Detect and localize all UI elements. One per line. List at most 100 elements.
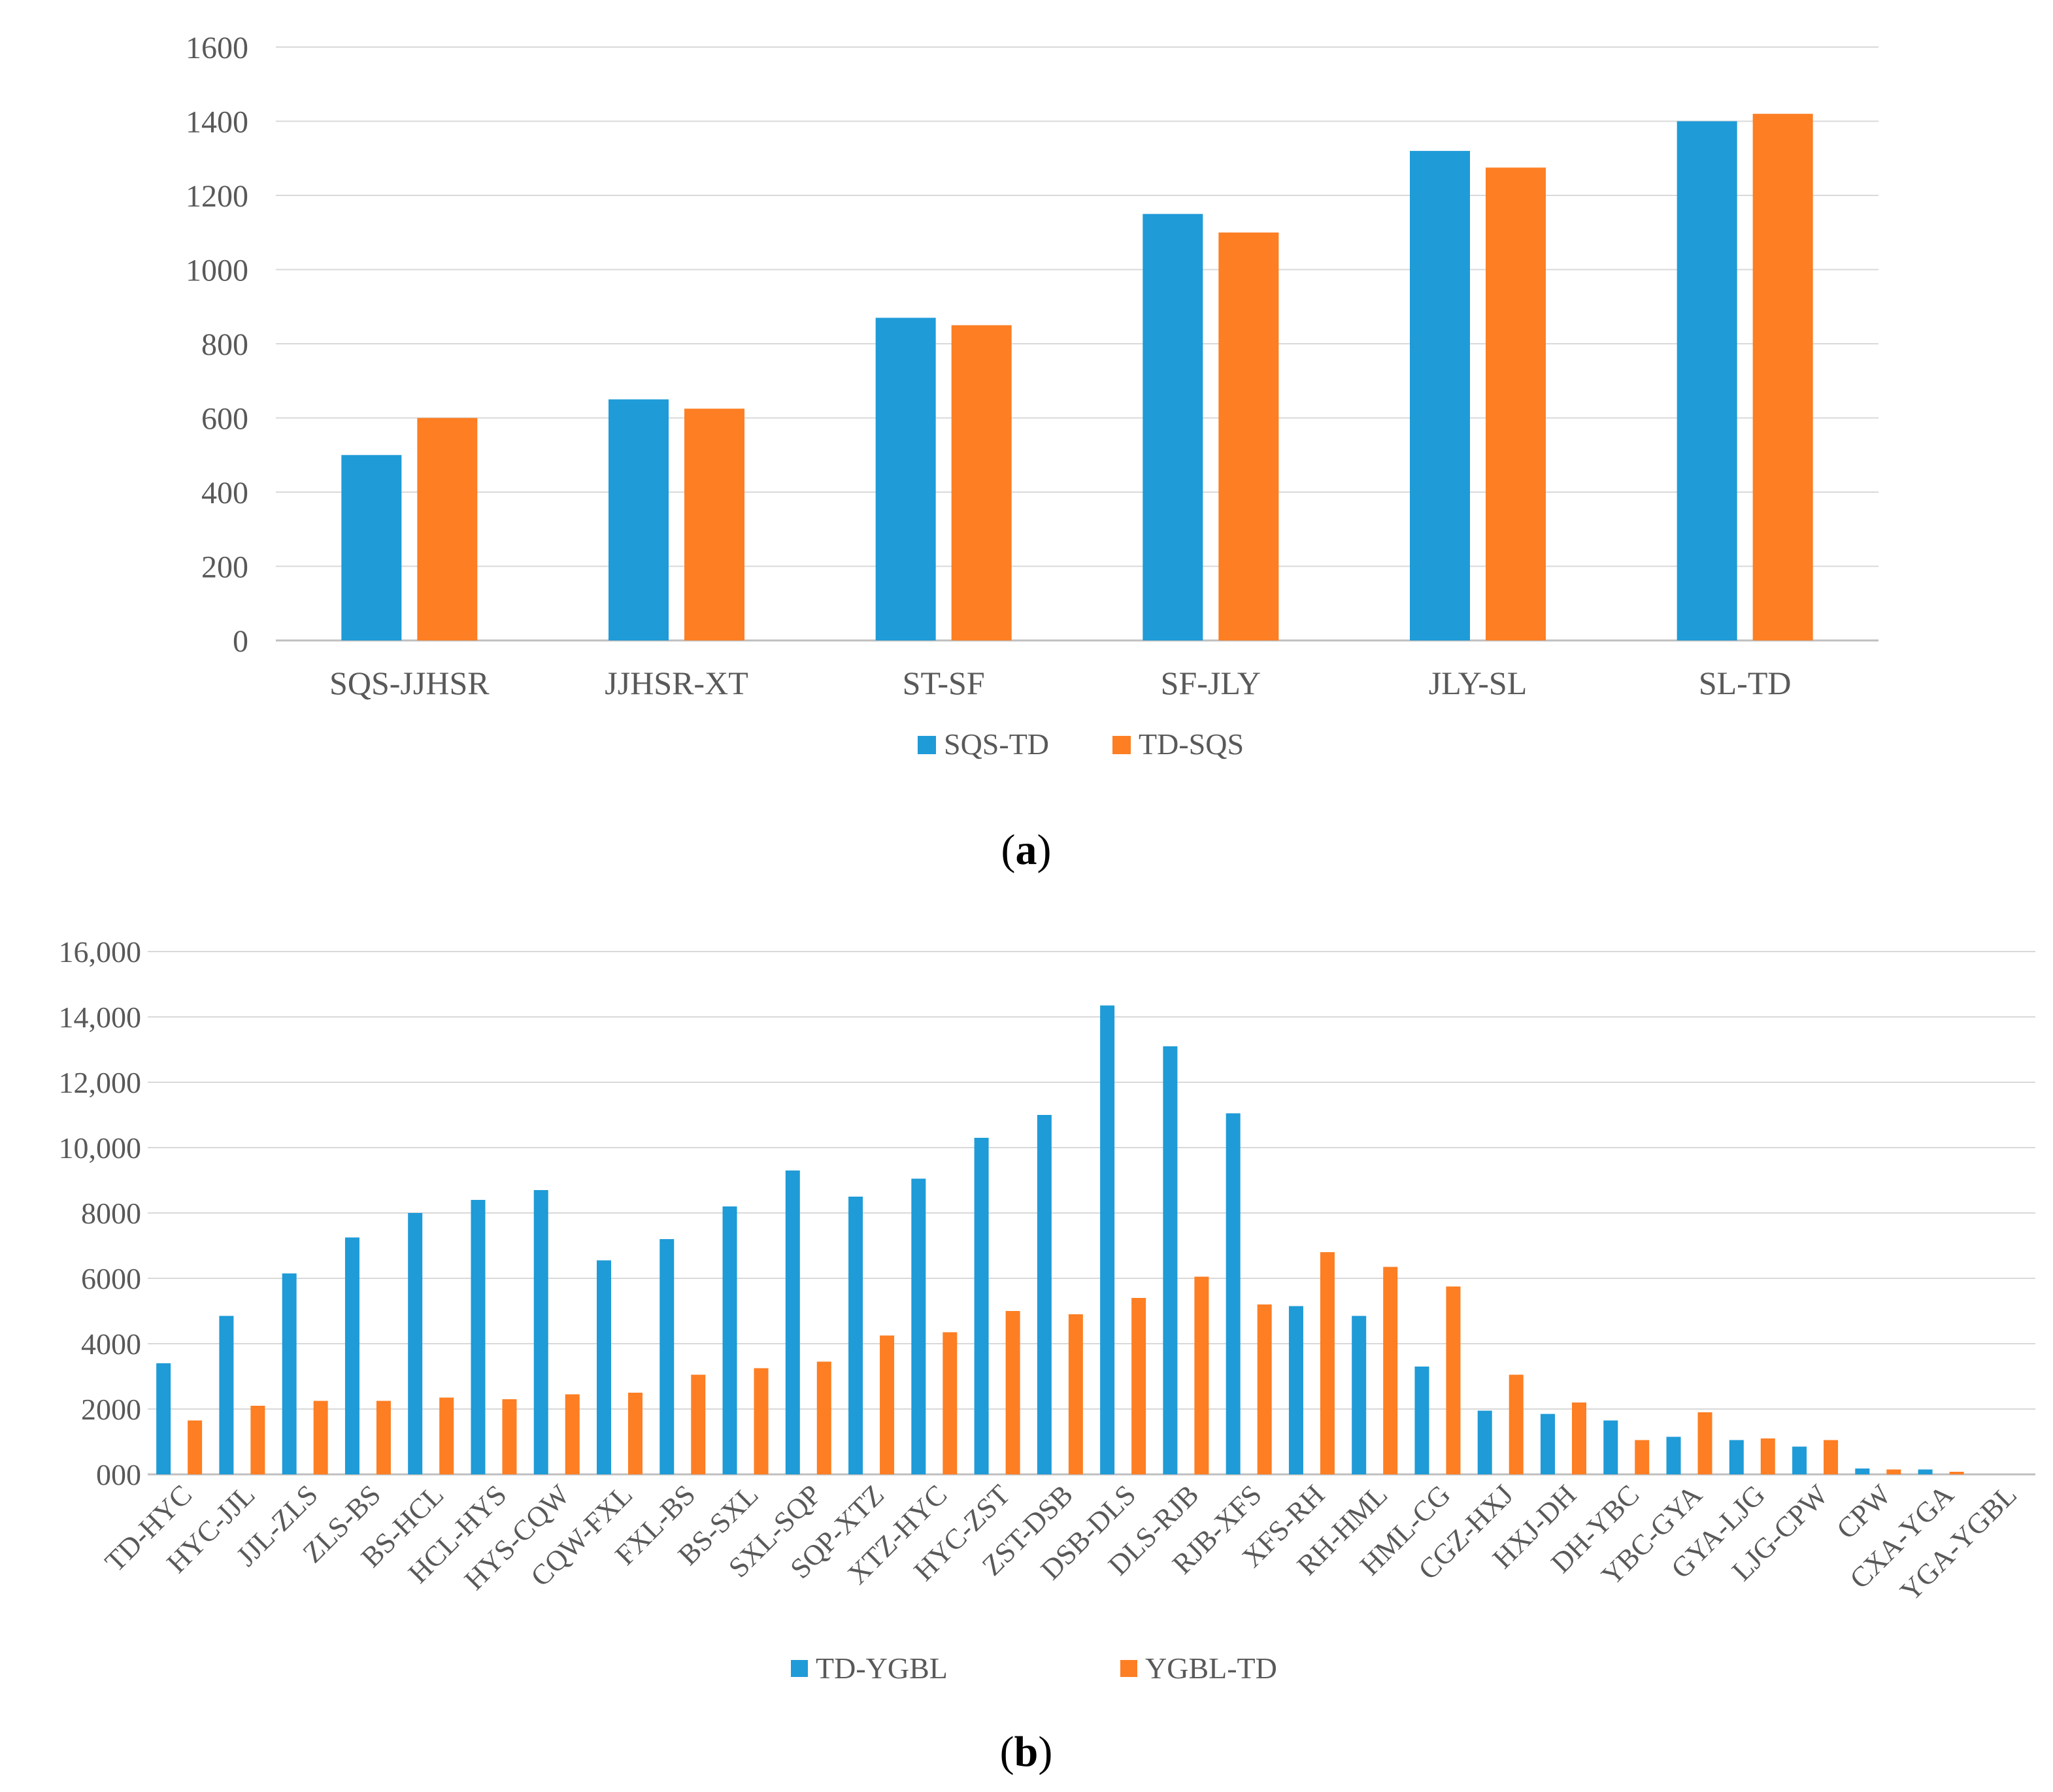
bar-ygbl-td-cqw-fxl	[628, 1393, 643, 1474]
bar-ygbl-td-fxl-bs	[691, 1374, 706, 1474]
y-tick-label: 4000	[81, 1327, 141, 1361]
chart-a: 0 200 400 600 800 1000 1200 1400 1600 SQS-JJHSR J…	[186, 31, 1878, 874]
legend-swatch-sqs-td	[918, 736, 936, 754]
y-tick-label: 10,000	[59, 1131, 142, 1165]
bar-td-ygbl-sqp-xtz	[848, 1197, 863, 1474]
bar-ygbl-td-hyc-zst	[1005, 1311, 1020, 1474]
bar-td-ygbl-bs-hcl	[408, 1213, 423, 1474]
y-tick-label: 16,000	[59, 935, 142, 969]
y-tick-label: 2000	[81, 1393, 141, 1426]
bar-sqs-td-sf-jly	[1143, 214, 1203, 640]
bar-td-ygbl-td-hyc	[156, 1363, 171, 1474]
bar-td-ygbl-rh-hml	[1352, 1316, 1367, 1474]
bar-td-sqs-sl-td	[1752, 114, 1813, 640]
legend-label-sqs-td: SQS-TD	[944, 727, 1049, 761]
bar-td-ygbl-ljg-cpw	[1792, 1446, 1807, 1474]
bar-td-ygbl-ybc-gya	[1666, 1436, 1681, 1474]
bar-ygbl-td-hys-cqw	[565, 1394, 580, 1474]
chart-b-caption: (b)	[1000, 1728, 1053, 1776]
y-tick-label: 400	[201, 476, 248, 510]
y-tick-label: 600	[201, 401, 248, 436]
bar-ygbl-td-dsb-dls	[1131, 1298, 1146, 1474]
bar-td-ygbl-hml-cg	[1414, 1367, 1429, 1474]
bar-td-ygbl-hcl-hys	[471, 1200, 486, 1474]
bar-sqs-td-sl-td	[1677, 121, 1737, 640]
bar-td-ygbl-xfs-rh	[1288, 1306, 1303, 1474]
chart-b: 000 2000 4000 6000 8000 10,000 12,000 14,000 16,…	[59, 935, 2035, 1776]
bar-ygbl-td-ybc-gya	[1697, 1412, 1712, 1474]
bar-td-ygbl-hys-cqw	[533, 1190, 548, 1474]
bar-td-ygbl-hyc-zst	[974, 1138, 989, 1474]
chart-b-caption-letter: b	[1014, 1728, 1039, 1776]
chart-b-bars	[156, 1005, 1964, 1474]
y-tick-label: 1400	[186, 105, 248, 139]
legend-label-td-sqs: TD-SQS	[1139, 727, 1244, 761]
chart-a-caption: (a)	[1001, 826, 1052, 874]
bar-ygbl-td-rh-hml	[1383, 1267, 1398, 1474]
bar-td-sqs-jjhsr-xt	[684, 408, 744, 640]
y-tick-label: 0	[233, 624, 248, 659]
bar-sqs-td-jly-sl	[1410, 150, 1470, 640]
bar-td-ygbl-zls-bs	[344, 1237, 359, 1474]
legend-swatch-ygbl-td	[1120, 1660, 1137, 1677]
y-tick-label: 6000	[81, 1262, 141, 1295]
chart-a-bars	[341, 114, 1813, 640]
chart-a-legend: SQS-TD TD-SQS	[918, 727, 1244, 761]
bar-td-ygbl-cqw-fxl	[597, 1260, 611, 1474]
y-tick-label: 12,000	[59, 1066, 142, 1099]
bar-td-ygbl-bs-sxl	[722, 1206, 737, 1474]
y-tick-label: 1000	[186, 253, 248, 288]
x-tick-label: JJHSR-XT	[605, 665, 748, 701]
x-tick-label: SQS-JJHSR	[329, 665, 490, 701]
chart-a-x-axis: SQS-JJHSR JJHSR-XT ST-SF SF-JLY JLY-SL SL-TD	[329, 665, 1791, 701]
bar-td-ygbl-dls-rjb	[1163, 1046, 1178, 1474]
bar-ygbl-td-cxa-yga	[1949, 1472, 1964, 1474]
bar-td-ygbl-hyc-jjl	[219, 1316, 234, 1474]
bar-ygbl-td-hyc-jjl	[250, 1406, 265, 1474]
x-tick-label: SL-TD	[1699, 665, 1792, 701]
bar-td-ygbl-rjb-xfs	[1226, 1113, 1241, 1474]
legend-swatch-td-sqs	[1112, 736, 1131, 754]
bar-td-ygbl-xtz-hyc	[911, 1178, 926, 1474]
bar-ygbl-td-bs-sxl	[754, 1368, 769, 1474]
bar-td-ygbl-dh-ybc	[1603, 1420, 1618, 1474]
chart-b-gridlines	[148, 951, 2035, 1476]
bar-td-sqs-sqs-jjhsr	[417, 418, 478, 640]
y-tick-label: 14,000	[59, 1001, 142, 1034]
chart-b-x-axis: TD-HYCHYC-JJLJJL-ZLSZLS-BSBS-HCLHCL-HYSH…	[99, 1478, 2023, 1607]
x-tick-label: ST-SF	[903, 665, 985, 701]
chart-a-gridlines	[276, 46, 1878, 642]
chart-b-y-axis: 000 2000 4000 6000 8000 10,000 12,000 14,000 16,…	[59, 935, 142, 1491]
bar-ygbl-td-td-hyc	[188, 1420, 203, 1474]
bar-td-sqs-sf-jly	[1218, 232, 1279, 640]
legend-label-td-ygbl: TD-YGBL	[816, 1651, 948, 1685]
bar-td-ygbl-cgz-hxj	[1477, 1410, 1492, 1474]
bar-ygbl-td-cgz-hxj	[1509, 1374, 1524, 1474]
bar-td-sqs-jly-sl	[1486, 167, 1546, 640]
x-tick-label: SF-JLY	[1161, 665, 1261, 701]
bar-ygbl-td-dh-ybc	[1635, 1440, 1650, 1474]
bar-td-ygbl-gya-ljg	[1729, 1440, 1744, 1474]
bar-sqs-td-sqs-jjhsr	[341, 455, 402, 640]
bar-td-ygbl-fxl-bs	[659, 1239, 675, 1474]
bar-td-ygbl-dsb-dls	[1100, 1005, 1115, 1474]
bar-ygbl-td-hxj-dh	[1572, 1402, 1586, 1474]
bar-sqs-td-jjhsr-xt	[609, 399, 669, 640]
bar-ygbl-td-sxl-sqp	[816, 1361, 831, 1474]
bar-ygbl-td-bs-hcl	[439, 1397, 454, 1474]
bar-td-ygbl-cxa-yga	[1918, 1469, 1933, 1474]
chart-b-legend: TD-YGBL YGBL-TD	[791, 1651, 1277, 1685]
y-tick-label: 8000	[81, 1197, 141, 1230]
bar-ygbl-td-sqp-xtz	[880, 1335, 895, 1474]
y-tick-label: 800	[201, 327, 248, 362]
bar-ygbl-td-cpw	[1886, 1469, 1901, 1474]
y-tick-label: 000	[96, 1458, 141, 1491]
x-tick-label: JLY-SL	[1429, 665, 1527, 701]
bar-ygbl-td-xfs-rh	[1320, 1252, 1335, 1474]
bar-td-ygbl-hxj-dh	[1541, 1414, 1555, 1474]
bar-td-ygbl-zst-dsb	[1037, 1115, 1052, 1474]
bar-ygbl-td-ljg-cpw	[1824, 1440, 1839, 1474]
bar-td-sqs-st-sf	[951, 325, 1012, 640]
bar-td-ygbl-cpw	[1855, 1468, 1870, 1474]
bar-ygbl-td-zls-bs	[376, 1401, 391, 1474]
